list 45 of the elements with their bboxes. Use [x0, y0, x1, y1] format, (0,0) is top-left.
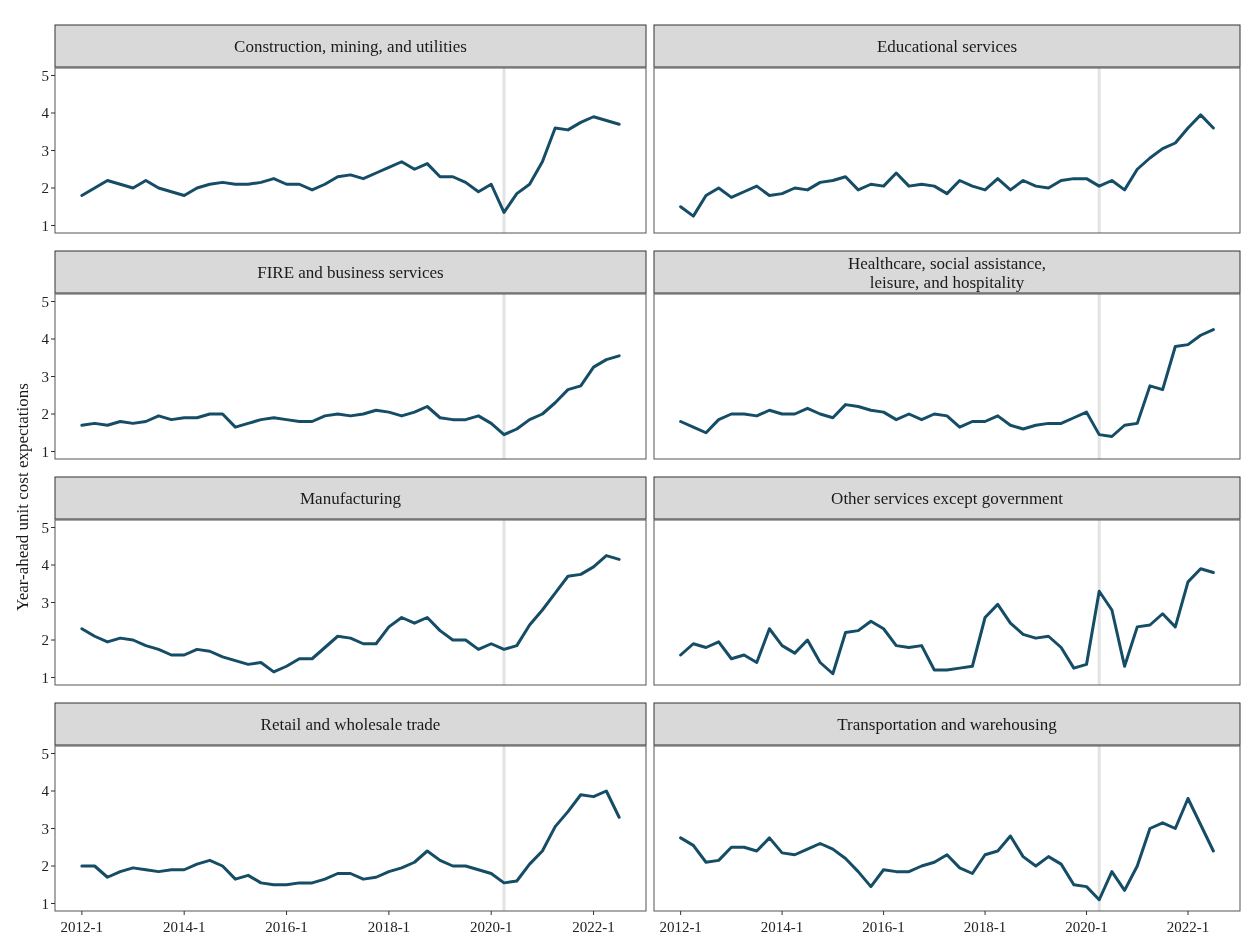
- chart-title: Other services except government: [831, 488, 1064, 508]
- y-tick-label: 4: [41, 331, 50, 347]
- chart-title: Construction, mining, and utilities: [234, 36, 467, 56]
- chart-title: Transportation and warehousing: [837, 714, 1058, 734]
- x-tick-label: 2020-1: [1065, 919, 1108, 935]
- line-series: [80, 554, 621, 674]
- y-tick-label: 2: [41, 180, 49, 196]
- y-tick-label: 3: [41, 142, 49, 159]
- chart-title: Educational services: [876, 36, 1018, 56]
- line-series: [80, 115, 621, 214]
- y-tick-label: 1: [41, 443, 49, 460]
- x-tick-label: 2014-1: [760, 919, 804, 935]
- chart-title: Healthcare, social assistance, leisure, and hospitality: [847, 253, 1047, 291]
- line-series: [80, 354, 621, 437]
- y-tick-label: 4: [41, 557, 50, 573]
- chart-title: Manufacturing: [299, 488, 402, 508]
- y-tick-label: 1: [41, 669, 49, 686]
- y-tick-label: 3: [41, 594, 49, 611]
- x-tick-label: 2016-1: [265, 919, 308, 935]
- y-tick-label: 5: [41, 67, 49, 84]
- line-series: [80, 789, 621, 887]
- x-tick-label: 2012-1: [60, 919, 104, 935]
- x-tick-label: 2018-1: [963, 919, 1007, 935]
- x-tick-label: 2022-1: [572, 919, 615, 935]
- chart-title: Retail and wholesale trade: [260, 714, 441, 734]
- x-tick-label: 2014-1: [162, 919, 206, 935]
- y-tick-label: 3: [41, 368, 49, 385]
- y-tick-label: 2: [41, 632, 49, 648]
- y-axis-title: Year-ahead unit cost expectations: [12, 383, 32, 611]
- y-tick-label: 5: [41, 293, 49, 310]
- y-tick-label: 4: [41, 783, 50, 799]
- y-tick-label: 2: [41, 406, 49, 422]
- y-tick-label: 4: [41, 105, 50, 121]
- x-tick-label: 2016-1: [862, 919, 905, 935]
- x-tick-label: 2018-1: [367, 919, 411, 935]
- y-tick-label: 5: [41, 745, 49, 762]
- y-tick-label: 5: [41, 519, 49, 536]
- y-tick-label: 2: [41, 858, 49, 874]
- x-tick-label: 2012-1: [659, 919, 702, 935]
- y-tick-label: 1: [41, 895, 49, 912]
- y-tick-label: 3: [41, 820, 49, 837]
- x-tick-label: 2020-1: [469, 919, 513, 935]
- y-tick-label: 1: [41, 217, 49, 234]
- x-tick-label: 2022-1: [1166, 919, 1210, 935]
- chart-title: FIRE and business services: [257, 262, 444, 282]
